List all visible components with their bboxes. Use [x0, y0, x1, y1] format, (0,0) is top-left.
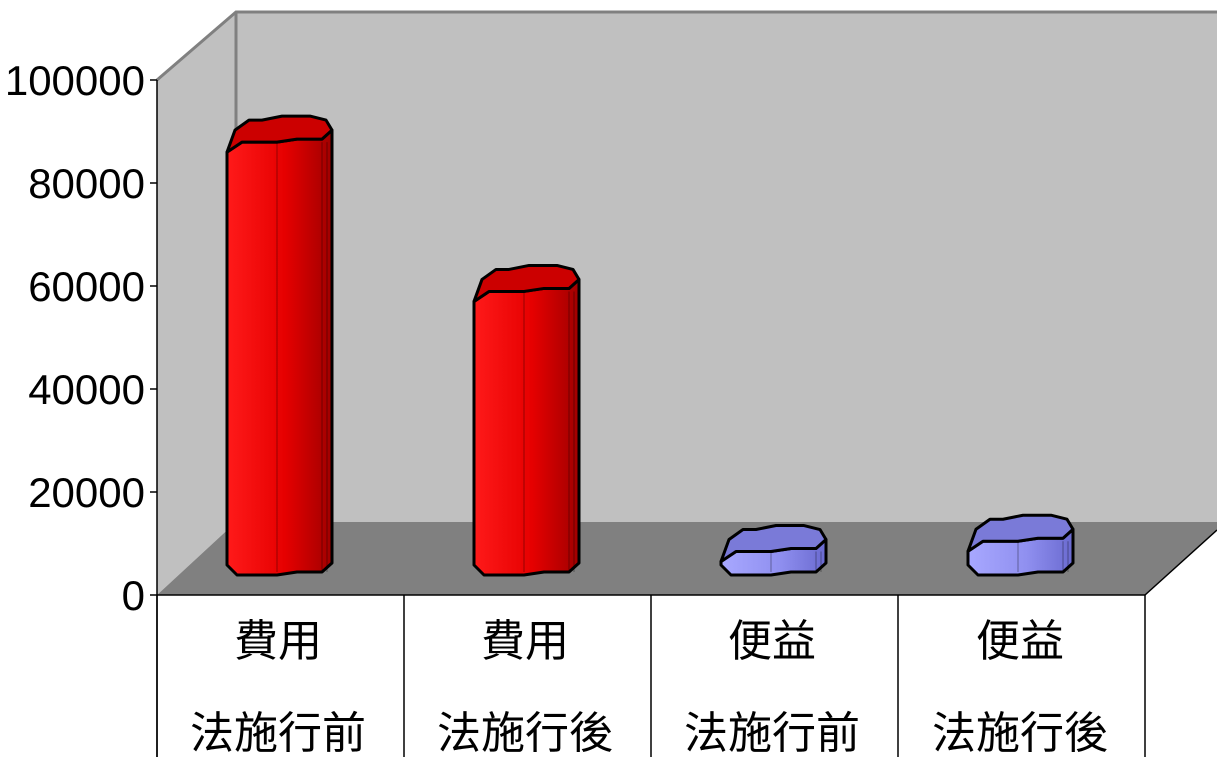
category-label-4-line2: 法施行後	[932, 708, 1108, 757]
category-dividers	[156, 595, 1146, 757]
bar-body	[472, 277, 581, 577]
category-label-1-line1: 費用	[234, 616, 322, 667]
bar-top-cap	[966, 513, 1075, 553]
bar-top-cap	[719, 524, 828, 564]
side-wall	[157, 12, 236, 595]
category-label-2-line1: 費用	[481, 616, 569, 667]
bar	[719, 524, 828, 577]
y-tick-label: 20000	[28, 469, 145, 516]
y-tick-label: 60000	[28, 263, 145, 310]
floor-edge-right	[1144, 529, 1217, 596]
category-label-2-line2: 法施行後	[437, 708, 613, 757]
category-label-1-line2: 法施行前	[190, 708, 366, 757]
y-tick-label: 80000	[28, 160, 145, 207]
bar-body	[225, 128, 334, 577]
y-axis-ticks: 0 20000 40000 60000 80000 100000	[5, 57, 157, 619]
category-label-4-line1: 便益	[976, 616, 1064, 667]
bar-top-cap	[225, 114, 334, 154]
bar	[966, 513, 1075, 577]
category-label-3-line1: 便益	[728, 616, 816, 667]
category-labels: 費用 法施行前 費用 法施行後 便益 法施行前 便益 法施行後	[190, 616, 1108, 757]
bars	[225, 114, 1075, 577]
y-tick-label: 0	[122, 572, 145, 619]
floor	[157, 522, 1217, 595]
back-wall	[236, 12, 1217, 522]
bar-top-cap	[472, 263, 581, 303]
bar	[225, 114, 334, 577]
bar	[472, 263, 581, 577]
y-tick-label: 100000	[5, 57, 145, 104]
y-tick-label: 40000	[28, 366, 145, 413]
category-label-3-line2: 法施行前	[684, 708, 860, 757]
